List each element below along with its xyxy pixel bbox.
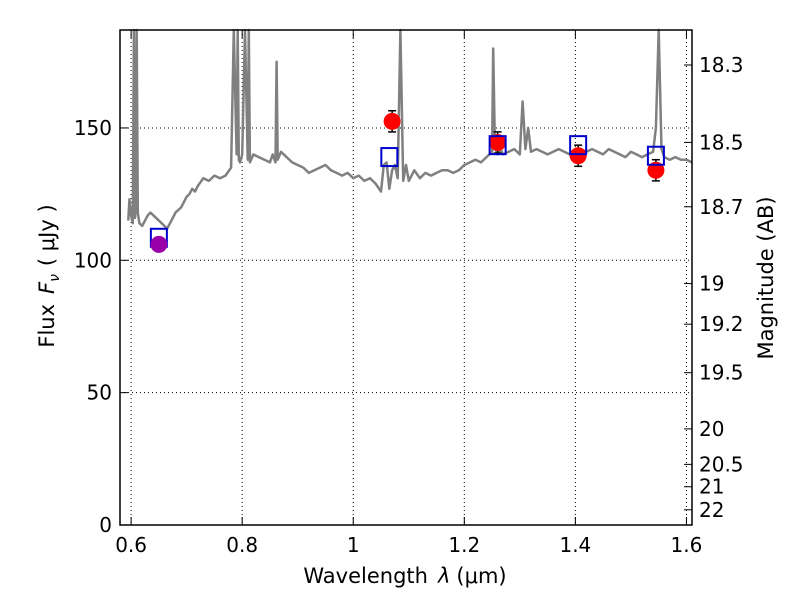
y-tick-label: 0 — [99, 513, 112, 537]
model-square — [488, 135, 507, 156]
y-tick-label: 100 — [74, 248, 112, 272]
x-tick-label: 0.6 — [115, 533, 147, 557]
observed-point — [569, 147, 587, 165]
magnitude-tick-label: 18.3 — [699, 53, 744, 77]
x-axis-label: Wavelength λ (μm) — [303, 564, 506, 588]
model-square — [646, 145, 665, 166]
model-square — [569, 135, 588, 156]
tick-layer: 0.6 0.8 1 1.2 1.4 1.6 0 50 100 150 18.3 18.5 18.7 19 1… — [74, 30, 744, 557]
magnitude-tick-label: 18.5 — [699, 130, 744, 154]
magnitude-tick-label: 19.5 — [699, 361, 744, 385]
y-tick-label: 150 — [74, 116, 112, 140]
observed-point — [647, 161, 665, 179]
spectrum-layer — [127, 28, 693, 230]
magnitude-tick-label: 22 — [699, 498, 724, 522]
y-tick-label: 50 — [87, 381, 112, 405]
x-tick-label: 1.4 — [559, 533, 591, 557]
grid-lines — [120, 30, 692, 526]
marker-layer — [149, 109, 665, 253]
magnitude-tick-label: 20 — [699, 417, 724, 441]
model-square — [380, 147, 399, 168]
x-tick-label: 0.8 — [226, 533, 258, 557]
observed-point — [150, 235, 168, 253]
magnitude-tick-label: 21 — [699, 475, 724, 499]
y-axis-label: FluxFν( μJy ) — [35, 204, 63, 347]
magnitude-tick-label: 20.5 — [699, 452, 744, 476]
magnitude-tick-label: 18.7 — [699, 195, 744, 219]
magnitude-axis-label: Magnitude (AB) — [754, 196, 778, 359]
x-tick-label: 1 — [347, 533, 360, 557]
magnitude-tick-label: 19 — [699, 272, 724, 296]
spectrum-line — [127, 28, 693, 230]
plot-frame — [119, 29, 693, 526]
x-tick-label: 1.2 — [448, 533, 480, 557]
magnitude-tick-label: 19.2 — [699, 312, 744, 336]
x-tick-label: 1.6 — [671, 533, 703, 557]
observed-point — [383, 112, 401, 130]
